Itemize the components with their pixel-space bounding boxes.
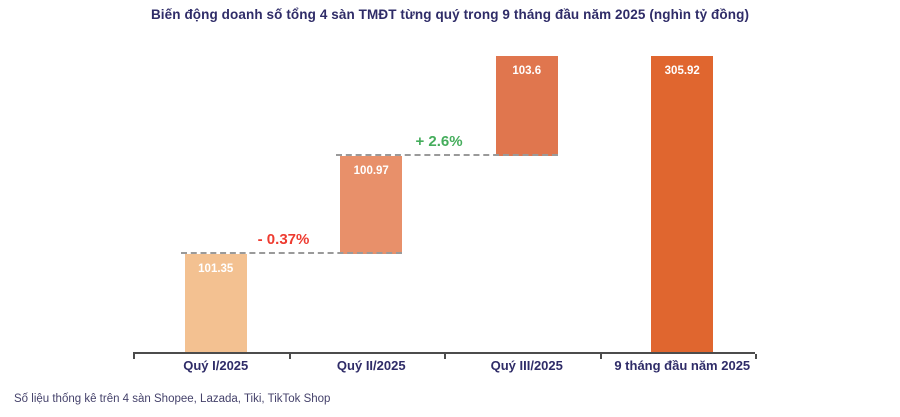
- source-note: Số liệu thống kê trên 4 sàn Shopee, Laza…: [14, 393, 331, 405]
- x-axis-tick: [288, 354, 291, 359]
- plot-area: 101.35 Quý I/2025 100.97 Quý II/2025 103.6 Qu…: [133, 56, 757, 373]
- bar-value-label: 305.92: [664, 65, 700, 77]
- x-axis: [133, 352, 755, 354]
- x-axis-tick: [133, 354, 135, 359]
- bar-value-label: 101.35: [198, 262, 234, 275]
- x-axis-label: Quý I/2025: [183, 358, 249, 373]
- chart-title: Biến động doanh số tổng 4 sàn TMĐT từng …: [150, 7, 750, 22]
- x-axis-label: Quý II/2025: [336, 358, 406, 373]
- x-axis-label: Quý III/2025: [490, 358, 563, 373]
- bar-Quý III/2025: 103.6: [495, 56, 558, 157]
- x-axis-tick: [444, 354, 446, 359]
- bar-Quý I/2025: 101.35: [184, 253, 247, 352]
- x-axis-tick: [599, 354, 602, 359]
- waterfall-connector-line: [336, 154, 558, 157]
- x-axis-label: 9 tháng đầu năm 2025: [614, 358, 751, 373]
- waterfall-connector-line: [180, 251, 403, 254]
- bar-9 tháng đầu năm 2025: 305.92: [651, 56, 714, 352]
- bar-value-label: 100.97: [353, 165, 389, 178]
- percent-change-label: - 0.37%: [257, 230, 310, 248]
- bar-value-label: 103.6: [512, 65, 542, 77]
- percent-change-label: + 2.6%: [415, 133, 463, 151]
- x-axis-tick: [755, 354, 757, 359]
- bar-Quý II/2025: 100.97: [340, 156, 403, 254]
